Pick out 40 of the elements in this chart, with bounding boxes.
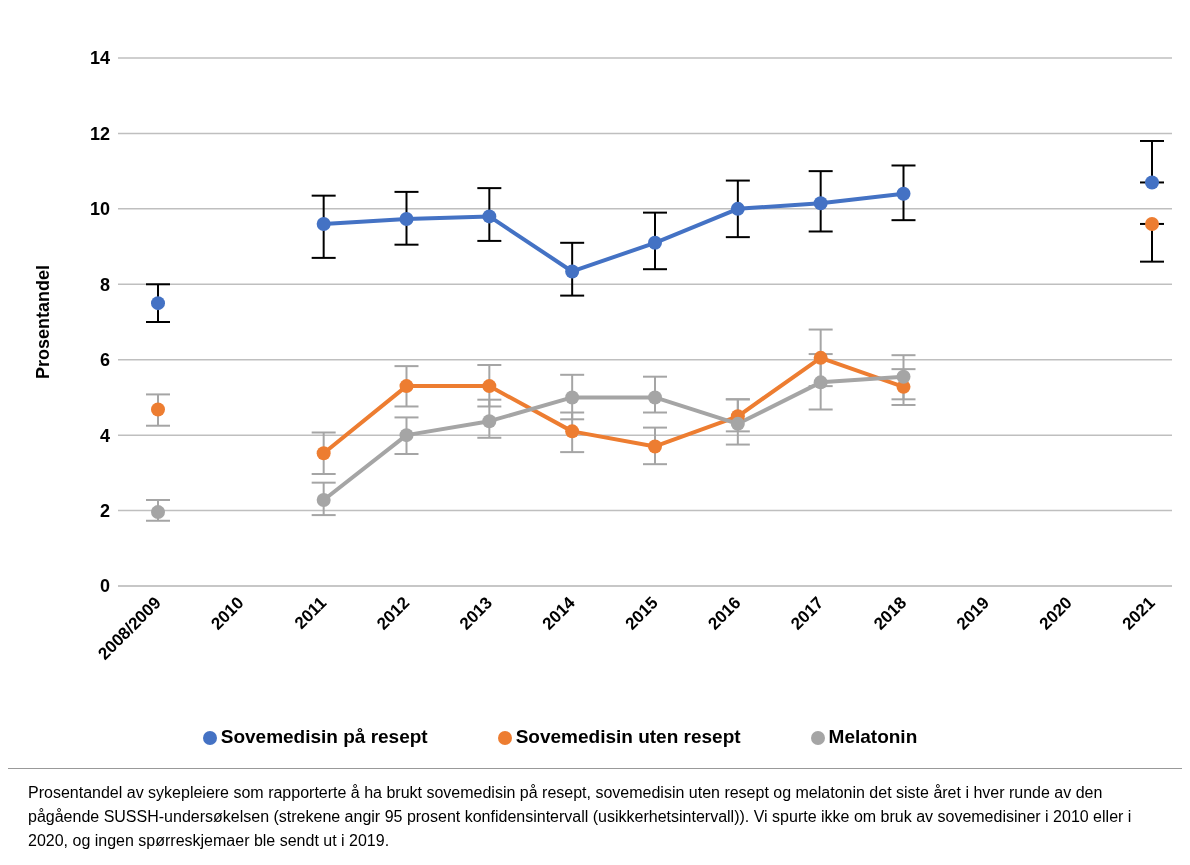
point [399,428,414,443]
point [813,196,828,211]
point [1145,216,1159,231]
y-tick-label: 14 [89,48,110,69]
text: Prosentandel av sykepleiere som rapporterte å ha brukt sovemedisin på resept, sovemedisin uten resept og melatonin det siste året i hver runde av den pågående SUSSH-undersøkelsen (strekene angir 95 prosent konfidensintervall (usikkerhetsintervall)). Vi spurte ikke om bruk av sovemedisiner i 2010 eller i 2020, og ingen spørreskjemaer ble sendt ut i 2019. [27,783,1133,851]
point [151,296,165,311]
point [399,212,414,227]
point [151,505,165,520]
point [813,375,828,390]
point [1145,175,1159,190]
y-tick-label: 0 [99,576,110,597]
point [730,201,745,216]
y-tick-label: 12 [89,123,110,144]
point [565,264,580,279]
point [896,186,911,201]
point [730,416,745,431]
y-tick-label: 2 [99,500,110,521]
point [316,446,331,461]
y-tick-label: 8 [99,274,110,295]
point [151,402,165,417]
y-tick-label: 4 [99,425,110,446]
legend-label: Sovemedisin uten resept [515,726,741,747]
y-tick-label: 10 [89,199,110,220]
legend-label: Melatonin [828,726,918,747]
point [399,379,414,394]
point [565,424,580,439]
point [896,369,911,384]
point [648,390,662,405]
point [316,493,331,508]
point [565,390,580,405]
point [316,216,331,231]
y-tick-label: 6 [99,350,110,371]
y-axis-title: Prosentandel [33,264,54,380]
point [648,235,662,250]
point [482,379,497,394]
point [482,414,497,429]
point [648,439,662,454]
point [813,350,828,365]
legend-label: Sovemedisin på resept [220,726,428,747]
point [482,209,497,224]
